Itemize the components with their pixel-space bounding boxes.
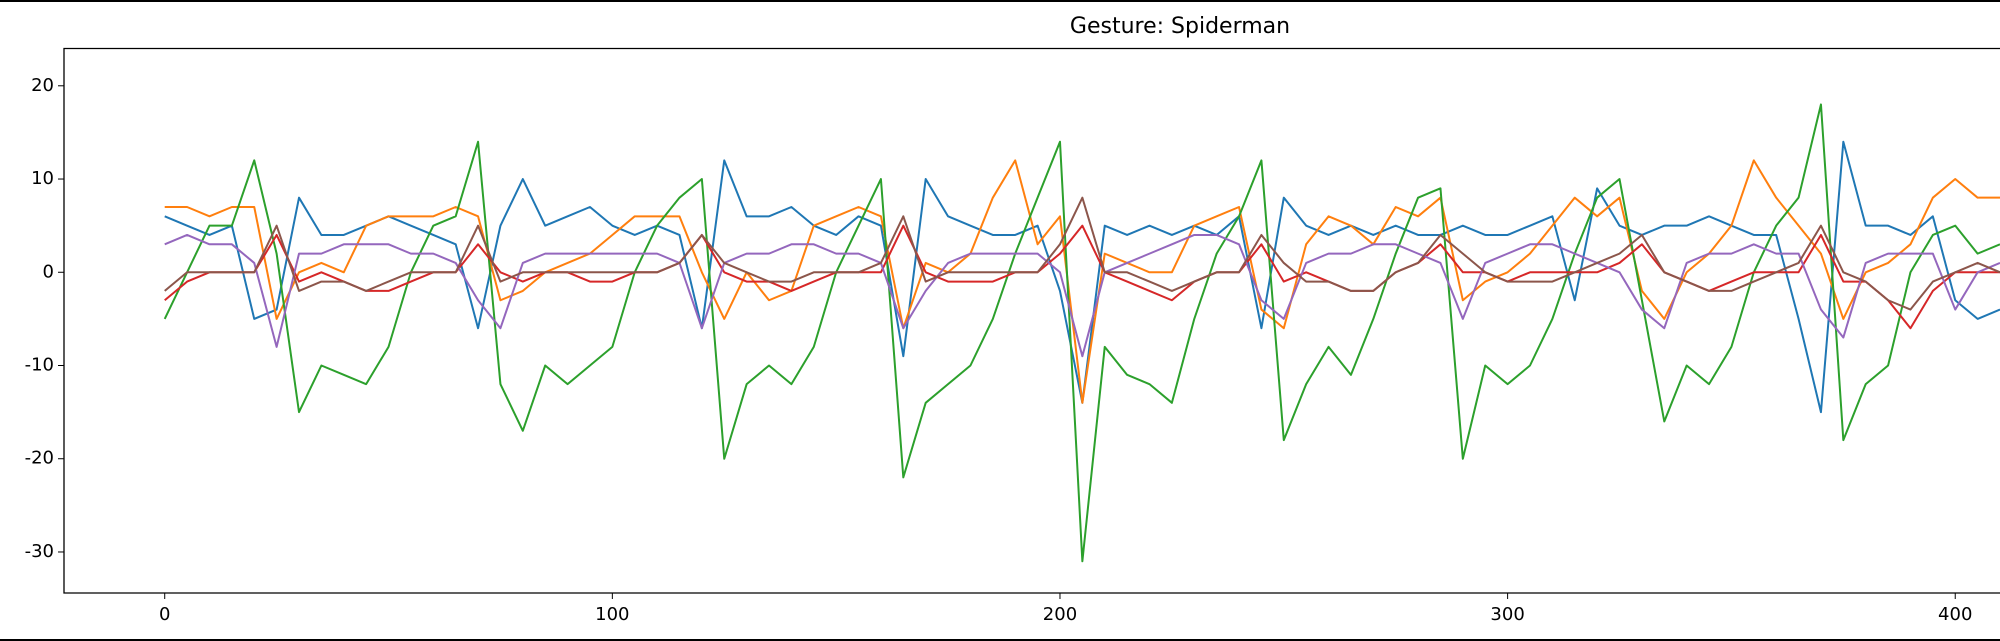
series-line — [164, 140, 2000, 414]
series-line — [164, 159, 2000, 404]
series-line — [164, 224, 2000, 330]
x-tick-label: 0 — [159, 604, 170, 625]
x-tick-label: 100 — [595, 604, 629, 625]
plot-area — [163, 103, 2000, 563]
y-tick-label: 20 — [31, 75, 54, 96]
series-line — [163, 103, 2000, 563]
y-tick-label: 10 — [31, 168, 54, 189]
y-tick-label: 0 — [43, 261, 54, 282]
x-tick-label: 200 — [1043, 604, 1077, 625]
series-line — [164, 233, 2000, 358]
series-line — [164, 196, 2000, 311]
y-tick-label: -10 — [25, 355, 54, 376]
axes-frame — [63, 47, 2000, 594]
y-tick-label: -20 — [25, 448, 54, 469]
chart-title: Gesture: Spiderman — [1070, 14, 1290, 39]
y-tick-label: -30 — [25, 541, 54, 562]
x-tick-label: 400 — [1938, 604, 1972, 625]
x-tick-label: 300 — [1490, 604, 1524, 625]
